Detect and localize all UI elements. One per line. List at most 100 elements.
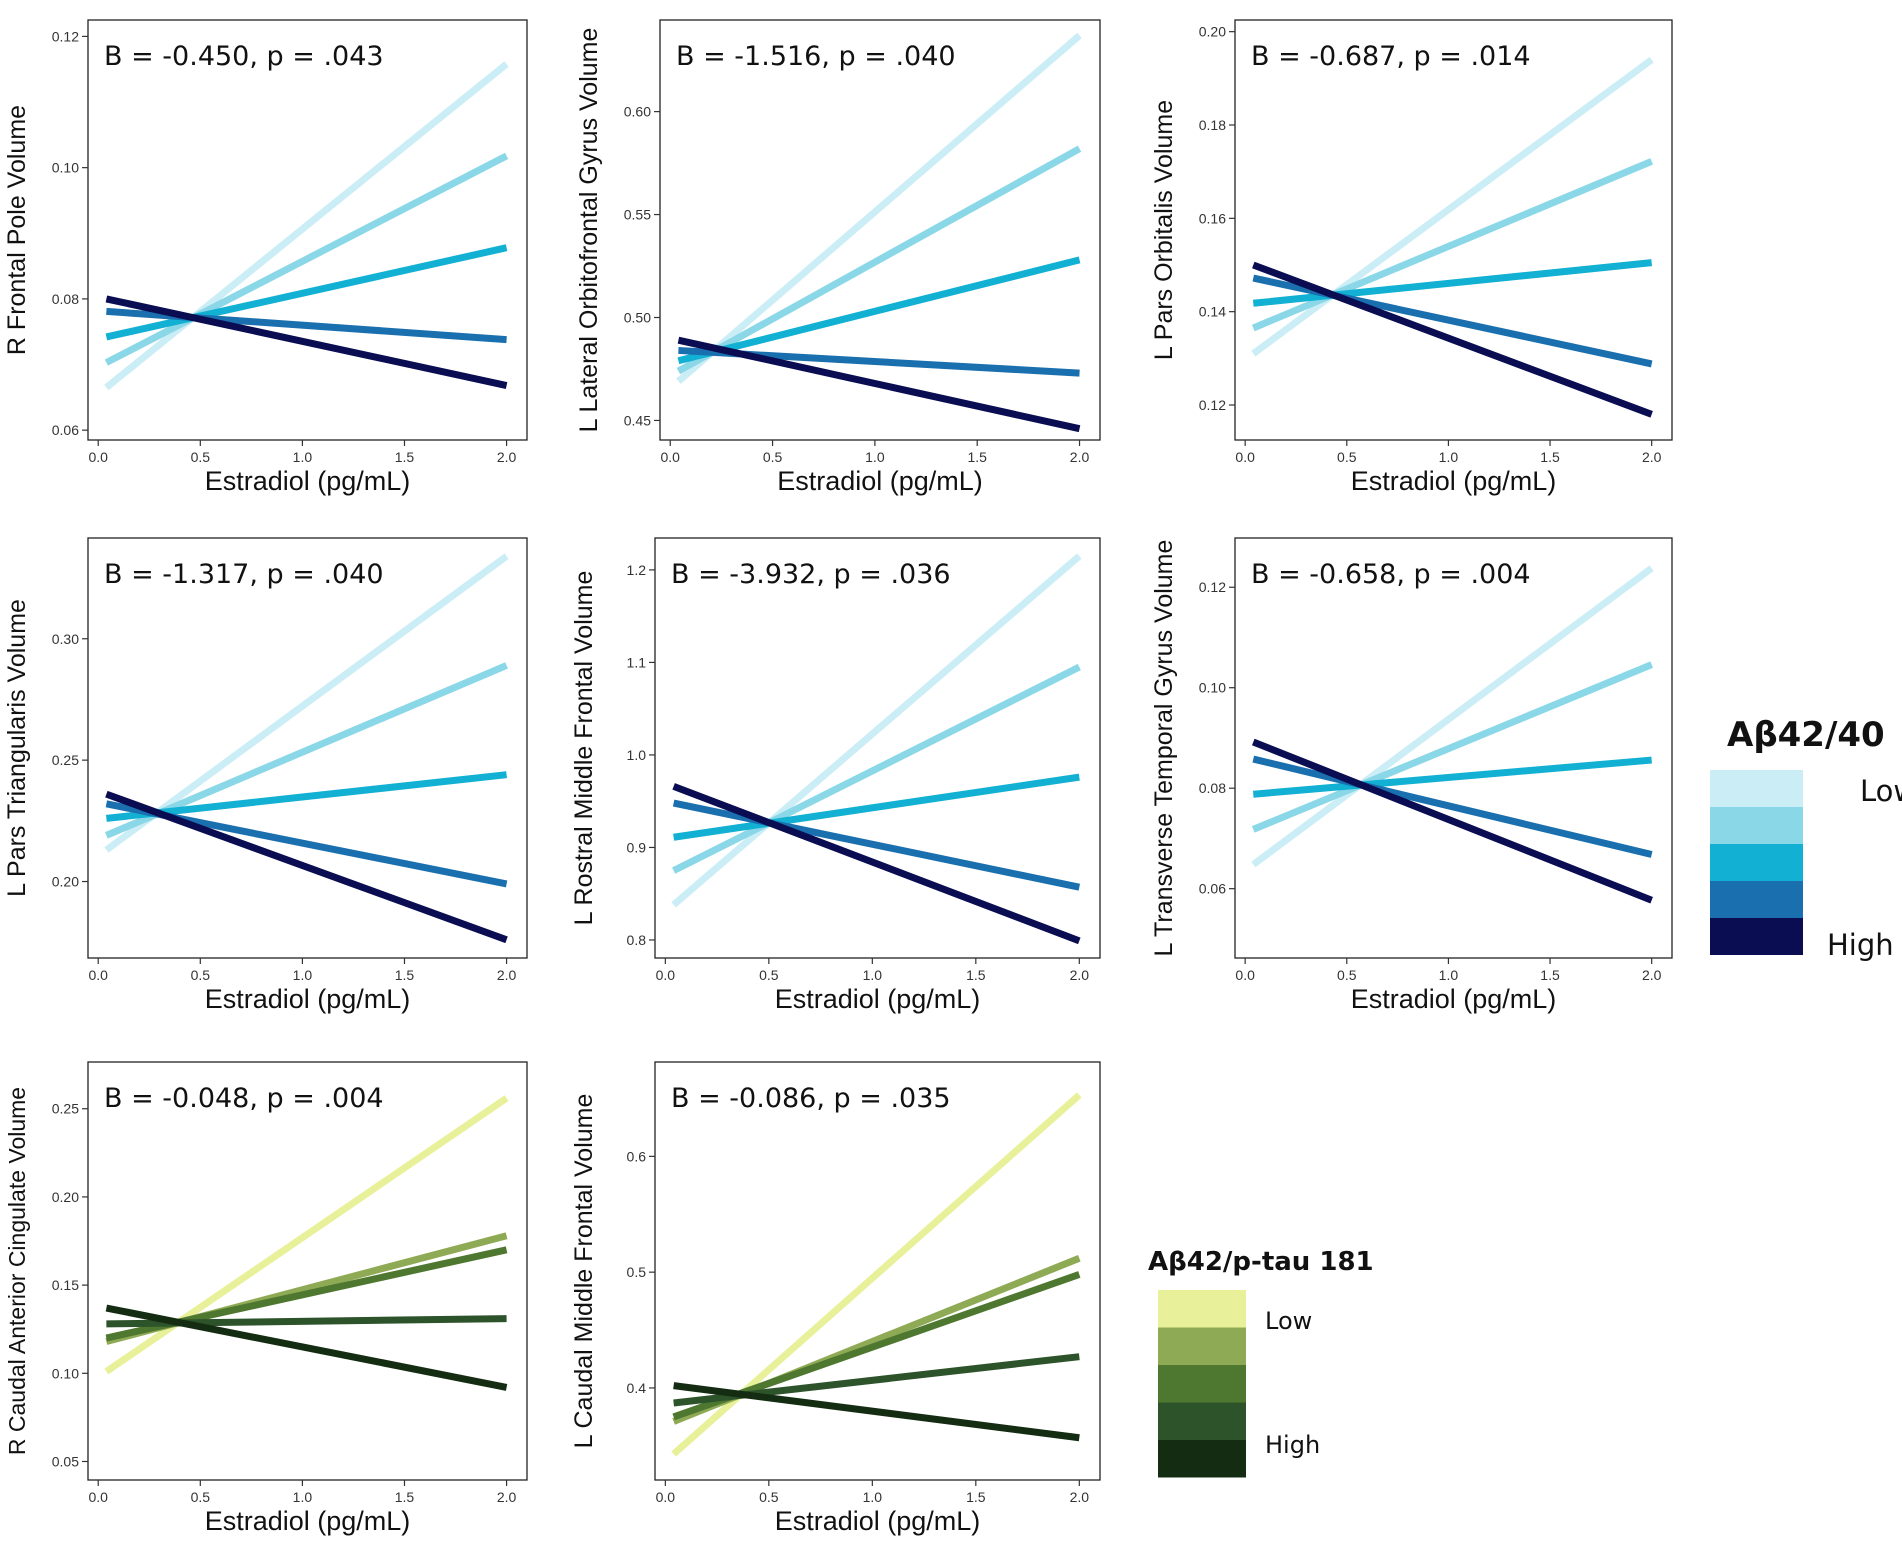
y-tick-label: 0.05 bbox=[52, 1453, 79, 1469]
x-tick-label: 0.0 bbox=[1235, 967, 1255, 983]
y-axis-label: L Caudal Middle Frontal Volume bbox=[570, 1094, 598, 1449]
x-tick-label: 0.0 bbox=[656, 967, 676, 983]
y-tick-label: 0.20 bbox=[52, 874, 79, 890]
series-line-high bbox=[105, 295, 508, 389]
x-tick-label: 0.0 bbox=[1235, 449, 1255, 465]
x-tick-label: 2.0 bbox=[497, 449, 517, 465]
series-line-high bbox=[673, 1382, 1080, 1442]
series-line-high bbox=[105, 790, 508, 944]
series-line-low bbox=[104, 553, 509, 853]
y-tick-label: 0.08 bbox=[52, 291, 79, 307]
stat-annotation: B = -1.516, p = .040 bbox=[676, 41, 956, 72]
series-line-low-mid bbox=[1251, 661, 1654, 833]
series-line-low bbox=[104, 1095, 509, 1375]
x-axis-label: Estradiol (pg/mL) bbox=[205, 984, 411, 1014]
series-line-low-mid bbox=[676, 145, 1082, 375]
series-line-high bbox=[1252, 738, 1653, 904]
legend-swatch-1 bbox=[1710, 770, 1803, 807]
legend-swatch-2 bbox=[1158, 1327, 1246, 1365]
x-tick-label: 1.5 bbox=[966, 967, 986, 983]
series-line-low bbox=[104, 61, 509, 391]
series-line-high bbox=[677, 336, 1081, 433]
x-tick-label: 1.5 bbox=[1540, 449, 1560, 465]
x-axis-label: Estradiol (pg/mL) bbox=[1351, 984, 1557, 1014]
y-tick-label: 0.50 bbox=[624, 310, 651, 326]
plot-frame bbox=[654, 537, 1101, 959]
y-tick-label: 1.1 bbox=[627, 654, 647, 670]
legend-swatch-4 bbox=[1158, 1402, 1246, 1440]
legend-swatch-5 bbox=[1710, 918, 1803, 955]
series-line-low-mid bbox=[672, 663, 1081, 874]
y-tick-label: 0.4 bbox=[627, 1380, 647, 1396]
x-tick-label: 0.0 bbox=[660, 449, 680, 465]
x-tick-label: 2.0 bbox=[497, 1489, 517, 1505]
series-line-low bbox=[1251, 565, 1654, 868]
x-tick-label: 1.0 bbox=[1439, 449, 1459, 465]
x-tick-label: 1.0 bbox=[865, 449, 885, 465]
x-tick-label: 0.5 bbox=[191, 967, 211, 983]
stat-annotation: B = -0.658, p = .004 bbox=[1251, 559, 1531, 590]
plot-frame bbox=[654, 1061, 1101, 1481]
y-tick-label: 0.06 bbox=[1199, 881, 1226, 897]
series-line-low-mid bbox=[105, 662, 508, 839]
x-axis-label: Estradiol (pg/mL) bbox=[205, 466, 411, 496]
y-tick-label: 0.12 bbox=[52, 28, 79, 44]
x-tick-label: 0.5 bbox=[191, 449, 211, 465]
series-line-mid-high bbox=[1252, 755, 1653, 858]
series-line-low bbox=[1251, 56, 1654, 357]
x-tick-label: 1.0 bbox=[293, 967, 313, 983]
plot-frame bbox=[1234, 537, 1673, 959]
x-tick-label: 1.0 bbox=[293, 449, 313, 465]
plot-frame bbox=[659, 19, 1101, 441]
series-line-low bbox=[676, 32, 1082, 384]
y-tick-label: 0.12 bbox=[1199, 397, 1226, 413]
x-tick-label: 2.0 bbox=[1070, 449, 1090, 465]
y-tick-label: 0.10 bbox=[52, 1365, 79, 1381]
y-tick-label: 0.60 bbox=[624, 104, 651, 120]
y-tick-label: 0.12 bbox=[1199, 579, 1226, 595]
y-tick-label: 0.25 bbox=[52, 1101, 79, 1117]
series-line-high bbox=[105, 1304, 508, 1391]
x-tick-label: 2.0 bbox=[1642, 967, 1662, 983]
stat-annotation: B = -0.450, p = .043 bbox=[104, 41, 384, 72]
chart-panel-1: 0.0 0.5 1.0 1.5 2.0 0.06 0.08 0.10 0.12 B = -0.45… bbox=[3, 19, 528, 496]
y-axis-label: L Transverse Temporal Gyrus Volume bbox=[1150, 540, 1178, 957]
x-tick-label: 0.5 bbox=[759, 967, 779, 983]
x-tick-label: 2.0 bbox=[1642, 449, 1662, 465]
legend-swatch-4 bbox=[1710, 881, 1803, 918]
x-tick-label: 0.5 bbox=[759, 1489, 779, 1505]
series-line-high bbox=[672, 783, 1081, 945]
x-tick-label: 2.0 bbox=[497, 967, 517, 983]
chart-panel-7: 0.0 0.5 1.0 1.5 2.0 0.05 0.10 0.15 0.20 0.25 B = -… bbox=[4, 1061, 528, 1536]
y-tick-label: 0.08 bbox=[1199, 780, 1226, 796]
legend-ab4240-title: Aβ42/40 bbox=[1727, 715, 1885, 755]
x-tick-label: 1.5 bbox=[966, 1489, 986, 1505]
x-tick-label: 1.0 bbox=[863, 1489, 883, 1505]
y-tick-label: 0.5 bbox=[627, 1264, 647, 1280]
x-tick-label: 0.0 bbox=[88, 449, 108, 465]
series-line-mid bbox=[1252, 756, 1652, 798]
x-axis-label: Estradiol (pg/mL) bbox=[777, 466, 983, 496]
series-line-mid-high bbox=[672, 799, 1081, 891]
y-axis-label: R Frontal Pole Volume bbox=[3, 105, 31, 355]
x-axis-label: Estradiol (pg/mL) bbox=[205, 1506, 411, 1536]
legend-ab42ptau: Aβ42/p-tau 181 Low High bbox=[1148, 1247, 1374, 1478]
y-tick-label: 1.0 bbox=[627, 747, 647, 763]
plot-frame bbox=[87, 1061, 528, 1481]
legend-swatch-3 bbox=[1710, 844, 1803, 881]
x-tick-label: 1.5 bbox=[395, 967, 415, 983]
x-tick-label: 0.5 bbox=[763, 449, 783, 465]
stat-annotation: B = -0.086, p = .035 bbox=[671, 1083, 951, 1114]
series-line-high bbox=[1252, 261, 1653, 418]
legend-swatch-2 bbox=[1710, 807, 1803, 844]
x-tick-label: 0.5 bbox=[1337, 449, 1357, 465]
x-tick-label: 1.5 bbox=[395, 1489, 415, 1505]
y-tick-label: 0.9 bbox=[627, 839, 647, 855]
x-tick-label: 1.0 bbox=[293, 1489, 313, 1505]
y-tick-label: 0.20 bbox=[1199, 24, 1226, 40]
y-tick-label: 0.6 bbox=[627, 1148, 647, 1164]
y-tick-label: 0.18 bbox=[1199, 117, 1226, 133]
y-tick-label: 0.8 bbox=[627, 932, 647, 948]
y-tick-label: 0.15 bbox=[52, 1277, 79, 1293]
